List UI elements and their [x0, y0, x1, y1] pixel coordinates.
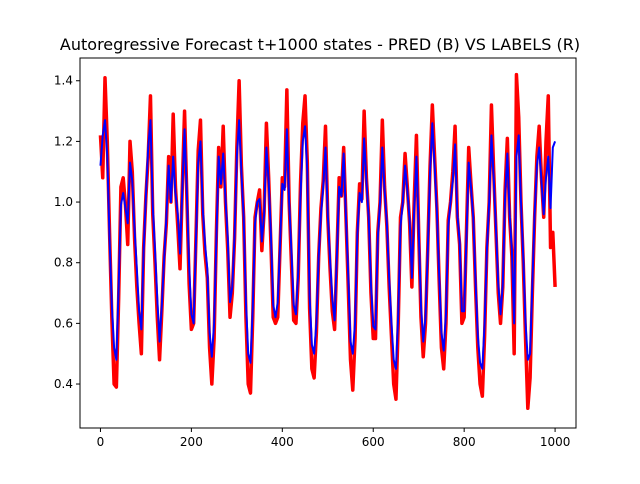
x-tick-label: 600 — [362, 435, 385, 449]
y-axis: 0.4 0.6 0.8 1.0 1.2 1.4 — [54, 74, 80, 391]
y-tick-label: 1.4 — [54, 74, 73, 88]
x-tick-label: 1000 — [540, 435, 571, 449]
x-tick-label: 0 — [97, 435, 105, 449]
x-tick-label: 400 — [271, 435, 294, 449]
x-axis: 0 200 400 600 800 1000 — [97, 428, 571, 449]
y-tick-label: 0.4 — [54, 377, 73, 391]
y-tick-label: 1.0 — [54, 195, 73, 209]
y-tick-label: 0.6 — [54, 316, 73, 330]
x-tick-label: 200 — [180, 435, 203, 449]
chart-title: Autoregressive Forecast t+1000 states - … — [60, 35, 580, 54]
y-tick-label: 0.8 — [54, 256, 73, 270]
x-tick-label: 800 — [453, 435, 476, 449]
plot-area — [98, 72, 557, 411]
y-tick-label: 1.2 — [54, 134, 73, 148]
series-line-pred — [99, 119, 557, 370]
plot-frame — [79, 57, 577, 429]
